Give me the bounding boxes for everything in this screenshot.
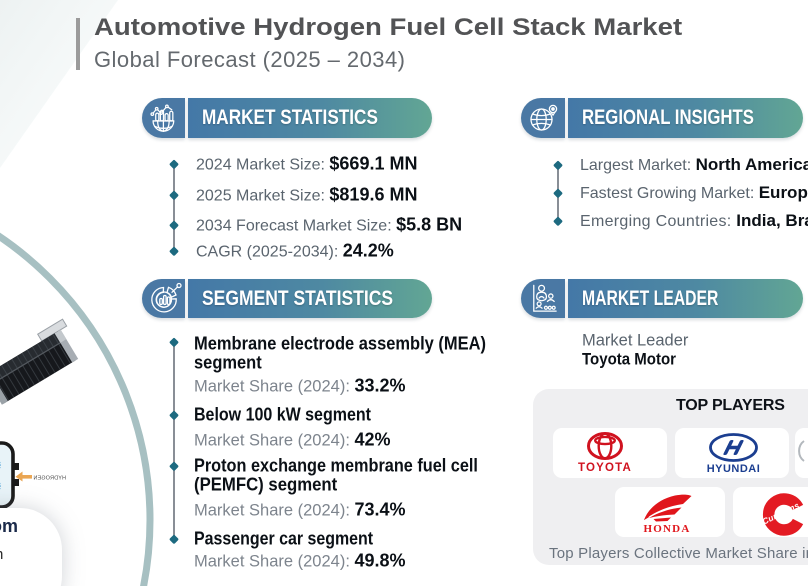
svg-text:HONDA: HONDA <box>644 523 691 535</box>
svg-text:TOYOTA: TOYOTA <box>578 462 632 474</box>
svg-text:HYDROGEN: HYDROGEN <box>33 476 66 482</box>
svg-text:✺: ✺ <box>0 456 2 477</box>
svg-text:✺: ✺ <box>0 477 2 498</box>
svg-text:HYUNDAI: HYUNDAI <box>707 463 761 475</box>
